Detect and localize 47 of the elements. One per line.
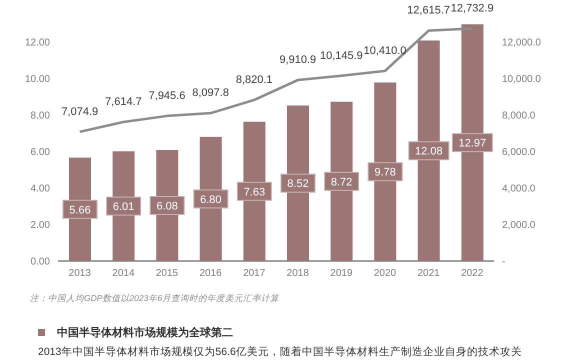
data-label: 8,097.8 <box>192 87 229 100</box>
text: 中国半导体材料市场规模为全球第二 <box>57 326 233 340</box>
data-label: 7,945.6 <box>148 90 186 102</box>
x-tick-label: 2017 <box>243 268 266 280</box>
data-label: 5.66 <box>69 204 91 216</box>
data-label: 8,820.1 <box>236 74 273 86</box>
data-label: 12,732.9 <box>450 2 494 15</box>
y-tick-label: 10.00 <box>24 74 50 85</box>
text: 2013年中国半导体材料市场规模仅为56.6亿美元，随着中国半导体材料生产制造企业自身的技术攻关 <box>38 345 522 359</box>
x-tick-label: 2020 <box>374 268 397 280</box>
x-tick-label: 2013 <box>68 268 92 280</box>
data-label: 6.01 <box>112 201 134 214</box>
y-tick-label: 4.00 <box>30 184 50 195</box>
data-label: 12.97 <box>458 138 486 150</box>
y2-tick-label: 12,000.0 <box>502 37 542 48</box>
data-label: 9,910.9 <box>279 54 316 66</box>
y-tick-label: 12.00 <box>24 37 50 48</box>
data-label: 10,145.9 <box>320 50 363 62</box>
x-tick-label: 2014 <box>112 268 135 280</box>
y2-tick-label: 10,000.0 <box>502 74 542 85</box>
data-label: 8.72 <box>330 176 352 188</box>
x-tick-label: 2015 <box>156 268 179 280</box>
y2-tick-label: 8,000.0 <box>502 110 536 122</box>
data-label: 7,074.9 <box>61 106 98 118</box>
y-tick-label: 0.00 <box>30 256 50 268</box>
data-label: 7,614.7 <box>105 96 142 108</box>
data-label: 8.52 <box>287 178 309 190</box>
text: 注：中国人均GDP数值以2023年6月查询时的年度美元汇率计算 <box>30 293 280 305</box>
y2-tick-label: 2,000.0 <box>502 220 536 232</box>
y-tick-label: 8.00 <box>30 110 50 122</box>
x-tick-label: 2019 <box>330 268 353 280</box>
data-label: 10,410.0 <box>364 44 406 57</box>
y2-tick-label: 4,000.0 <box>502 184 536 195</box>
data-label: 7.63 <box>244 186 266 198</box>
data-label: 9.78 <box>374 166 396 179</box>
y2-tick-label: 6,000.0 <box>502 147 536 158</box>
x-tick-label: 2018 <box>286 268 310 280</box>
x-tick-label: 2022 <box>461 268 484 280</box>
data-label: 12,615.7 <box>407 4 450 17</box>
y-tick-label: 2.00 <box>30 220 50 232</box>
x-tick-label: 2016 <box>199 268 222 280</box>
y-tick-label: 6.00 <box>30 147 50 158</box>
x-tick-label: 2021 <box>417 268 440 280</box>
data-label: 6.08 <box>156 200 178 212</box>
y2-tick-label: - <box>502 256 506 268</box>
data-label: 12.08 <box>415 146 443 158</box>
data-label: 6.80 <box>200 194 222 206</box>
